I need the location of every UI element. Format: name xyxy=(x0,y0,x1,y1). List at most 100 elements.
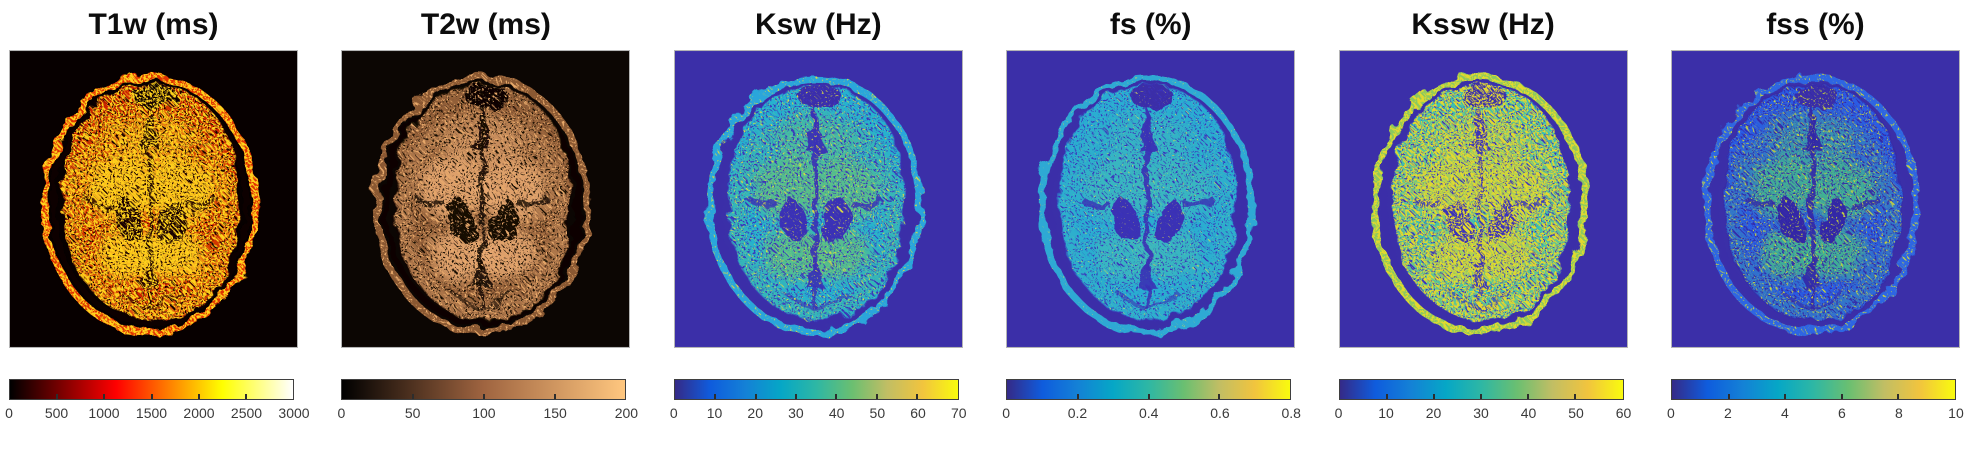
tick-label: 20 xyxy=(1425,405,1442,421)
tick-label: 4 xyxy=(1781,405,1789,421)
tick-label: 0.6 xyxy=(1210,405,1230,421)
colorbar-gradient-parula xyxy=(1670,379,1956,400)
tick-label: 2000 xyxy=(183,405,215,421)
tick-mark xyxy=(916,394,919,399)
tick-mark xyxy=(875,394,878,399)
tick-label: 1500 xyxy=(135,405,168,421)
tick-mark xyxy=(1784,394,1787,399)
tick-label: 200 xyxy=(614,405,639,421)
brain-map-image-t2w xyxy=(341,50,631,348)
colorbar-tick-labels: 0 10 20 30 40 50 60 xyxy=(1335,405,1632,425)
tick-mark xyxy=(1727,394,1730,399)
colorbar-tick-labels: 0 500 1000 1500 2000 2500 3000 xyxy=(5,405,309,425)
brain-map-svg xyxy=(10,51,297,347)
colorbar-tick-labels: 0 50 100 150 200 xyxy=(337,405,638,425)
tick-mark xyxy=(714,394,717,399)
tick-label: 150 xyxy=(543,405,567,421)
colorbar-t1w: 0 500 1000 1500 2000 2500 3000 xyxy=(5,379,310,425)
map-panel-t1w: T1w (ms) xyxy=(5,0,310,451)
brain-slice xyxy=(1038,74,1256,336)
tick-mark xyxy=(1076,394,1079,399)
tick-label: 2 xyxy=(1724,405,1732,421)
tick-label: 1000 xyxy=(88,405,120,421)
colorbar-fss: 0 2 4 6 8 10 xyxy=(1667,379,1964,425)
brain-map-svg xyxy=(1007,51,1295,347)
brain-slice xyxy=(41,74,259,336)
tick-label: 100 xyxy=(472,405,496,421)
tick-mark xyxy=(1432,394,1435,399)
tick-mark xyxy=(1574,394,1577,399)
tick-mark xyxy=(754,394,757,399)
tick-mark xyxy=(197,394,200,399)
tick-label: 50 xyxy=(869,405,886,421)
map-title-fs: fs (%) xyxy=(1109,8,1192,41)
tick-mark xyxy=(1527,394,1530,399)
brain-map-svg xyxy=(1671,51,1959,347)
tick-mark xyxy=(56,394,59,399)
tick-label: 50 xyxy=(1568,405,1584,421)
map-title-t2w: T2w (ms) xyxy=(420,8,551,41)
tick-label: 40 xyxy=(1520,405,1537,421)
brain-slice xyxy=(706,74,924,336)
map-title-kssw: Kssw (Hz) xyxy=(1411,8,1555,41)
map-panel-t2w: T2w (ms) xyxy=(337,0,638,451)
tick-label: 10 xyxy=(1948,405,1964,421)
tick-label: 2500 xyxy=(230,405,263,421)
tick-mark xyxy=(482,394,485,399)
colorbar-tick-labels: 0 2 4 6 8 10 xyxy=(1667,405,1964,425)
map-panel-fs: fs (%) xyxy=(1002,0,1301,451)
map-panel-fss: fss (%) xyxy=(1667,0,1964,451)
tick-mark xyxy=(795,394,798,399)
colorbar-tick-labels: 0 0.2 0.4 0.6 0.8 xyxy=(1002,405,1301,425)
colorbar-kssw: 0 10 20 30 40 50 60 xyxy=(1335,379,1632,425)
tick-label: 70 xyxy=(950,405,967,421)
tick-label: 30 xyxy=(1473,405,1489,421)
tick-mark xyxy=(553,394,556,399)
tick-label: 8 xyxy=(1895,405,1903,421)
tick-mark xyxy=(1385,394,1388,399)
brain-map-image-t1w xyxy=(9,50,298,348)
tick-mark xyxy=(1897,394,1900,399)
map-panel-ksw: Ksw (Hz) xyxy=(670,0,967,451)
brain-map-image-kssw xyxy=(1338,50,1628,348)
colorbar-ksw: 0 10 20 30 40 50 60 70 xyxy=(670,379,967,425)
tick-label: 0 xyxy=(337,405,346,421)
tick-mark xyxy=(412,394,415,399)
tick-label: 0 xyxy=(5,405,13,421)
brain-slice xyxy=(1703,74,1921,336)
tick-mark xyxy=(103,394,106,399)
colorbar-gradient-copper xyxy=(341,379,627,400)
brain-map-image-fss xyxy=(1670,50,1960,348)
tick-label: 30 xyxy=(788,405,804,421)
tick-label: 60 xyxy=(1615,405,1632,421)
tick-label: 3000 xyxy=(278,405,310,421)
map-title-ksw: Ksw (Hz) xyxy=(754,8,882,41)
tick-mark xyxy=(1147,394,1150,399)
tick-mark xyxy=(835,394,838,399)
tick-label: 500 xyxy=(44,405,69,421)
tick-label: 10 xyxy=(706,405,723,421)
colorbar-tick-labels: 0 10 20 30 40 50 60 70 xyxy=(670,405,967,425)
tick-label: 10 xyxy=(1378,405,1394,421)
tick-label: 0 xyxy=(1334,405,1343,421)
tick-label: 0.4 xyxy=(1138,405,1159,421)
brain-map-image-fs xyxy=(1006,50,1296,348)
brain-map-image-ksw xyxy=(673,50,963,348)
tick-mark xyxy=(150,394,153,399)
tick-label: 6 xyxy=(1838,405,1846,421)
brain-map-svg xyxy=(1339,51,1627,347)
colorbar-gradient-parula xyxy=(1338,379,1624,400)
colorbar-gradient-parula xyxy=(1006,379,1292,400)
tick-mark xyxy=(1218,394,1221,399)
colorbar-gradient-hot xyxy=(9,379,294,400)
tick-label: 0.2 xyxy=(1067,405,1088,421)
brain-slice xyxy=(1370,74,1589,336)
colorbar-fs: 0 0.2 0.4 0.6 0.8 xyxy=(1002,379,1301,425)
tick-label: 40 xyxy=(828,405,845,421)
brain-map-svg xyxy=(342,51,630,347)
map-title-t1w: T1w (ms) xyxy=(88,8,219,41)
brain-slice xyxy=(373,74,592,336)
colorbar-gradient-parula xyxy=(673,379,959,400)
tick-label: 0 xyxy=(669,405,678,421)
